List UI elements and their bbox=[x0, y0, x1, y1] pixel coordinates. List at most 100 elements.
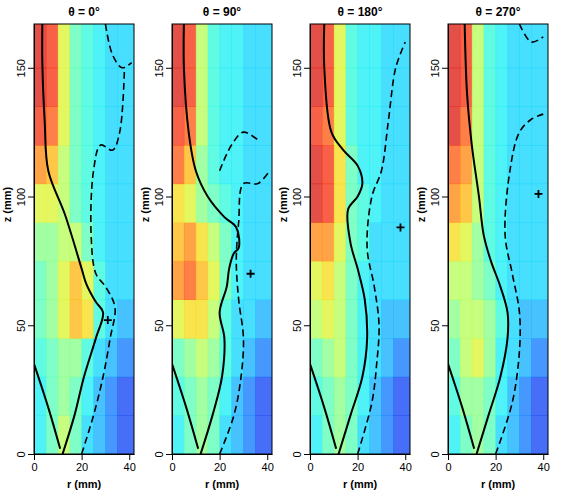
tick-label: 20 bbox=[76, 461, 88, 473]
y-axis-title: z (mm) bbox=[415, 187, 427, 223]
speed-cell bbox=[531, 300, 548, 339]
speed-cell bbox=[448, 106, 460, 145]
speed-cell bbox=[322, 261, 334, 300]
solid-contour bbox=[448, 364, 474, 449]
tick-mark bbox=[166, 68, 172, 69]
plot-frame bbox=[310, 24, 410, 454]
speed-cell bbox=[232, 184, 244, 223]
tick: 150 bbox=[429, 59, 448, 77]
speed-cell bbox=[310, 106, 322, 145]
speed-cell bbox=[346, 300, 358, 339]
plot-background bbox=[310, 24, 410, 454]
speed-cell bbox=[472, 377, 484, 416]
speed-cell bbox=[105, 106, 117, 145]
speed-cell bbox=[370, 24, 382, 68]
speed-cell bbox=[46, 377, 58, 416]
speed-cell bbox=[310, 415, 322, 454]
speed-cell bbox=[196, 300, 208, 339]
speed-cell bbox=[460, 377, 472, 416]
speed-cell bbox=[208, 222, 220, 261]
panel: 02040050100150r (mm)z (mm)θ = 0° bbox=[1, 5, 136, 490]
speed-cell bbox=[310, 68, 322, 107]
vortex-center bbox=[247, 270, 255, 278]
speed-cell bbox=[208, 184, 220, 223]
speed-cell bbox=[46, 300, 58, 339]
plot-background bbox=[34, 24, 134, 454]
speed-cell bbox=[172, 300, 184, 339]
speed-cell bbox=[393, 145, 410, 184]
speed-cell bbox=[358, 377, 370, 416]
speed-cell bbox=[460, 338, 472, 377]
speed-cell bbox=[370, 68, 382, 107]
speed-cell bbox=[70, 222, 82, 261]
speed-cell bbox=[196, 24, 208, 68]
speed-cell bbox=[496, 222, 508, 261]
speed-cell bbox=[508, 24, 520, 68]
tick-mark bbox=[28, 454, 34, 455]
speed-cell bbox=[172, 415, 184, 454]
speed-cell bbox=[243, 106, 255, 145]
tick-mark bbox=[166, 325, 172, 326]
speed-cell bbox=[105, 68, 117, 107]
tick-label: 100 bbox=[291, 188, 303, 206]
tick-label: 50 bbox=[15, 320, 27, 332]
speed-cell bbox=[255, 415, 272, 454]
speed-cell bbox=[46, 24, 58, 68]
vortex-center bbox=[396, 223, 404, 231]
speed-cell bbox=[82, 68, 94, 107]
panel: 02040050100150r (mm)z (mm)θ = 270° bbox=[415, 5, 550, 490]
speed-cell bbox=[105, 184, 117, 223]
speed-cell bbox=[46, 222, 58, 261]
speed-cell bbox=[358, 68, 370, 107]
solid-contour bbox=[172, 364, 198, 449]
speed-cell bbox=[310, 261, 322, 300]
speed-cell bbox=[346, 24, 358, 68]
speed-cell bbox=[460, 300, 472, 339]
speed-cell bbox=[208, 415, 220, 454]
speed-cell bbox=[105, 415, 117, 454]
speed-cell bbox=[94, 145, 106, 184]
speed-cell bbox=[519, 338, 531, 377]
speed-cell bbox=[310, 24, 322, 68]
tick: 100 bbox=[15, 188, 34, 206]
speed-cell bbox=[519, 145, 531, 184]
speed-cell bbox=[208, 261, 220, 300]
speed-cell bbox=[172, 106, 184, 145]
speed-cell bbox=[346, 338, 358, 377]
x-axis-title: r (mm) bbox=[67, 478, 102, 490]
panel-title: θ = 0° bbox=[68, 5, 100, 19]
speed-cell bbox=[448, 24, 460, 68]
x-axis-title: r (mm) bbox=[343, 478, 378, 490]
speed-cell bbox=[34, 24, 46, 68]
speed-cell bbox=[46, 106, 58, 145]
speed-cell bbox=[448, 184, 460, 223]
tick-label: 0 bbox=[31, 461, 37, 473]
speed-cell bbox=[370, 338, 382, 377]
tick-label: 0 bbox=[15, 451, 27, 457]
speed-cell bbox=[460, 184, 472, 223]
speed-cell bbox=[531, 106, 548, 145]
speed-cell bbox=[184, 261, 196, 300]
tick: 0 bbox=[31, 454, 37, 473]
speed-cell bbox=[255, 300, 272, 339]
speed-cell bbox=[58, 261, 70, 300]
dashed-contour bbox=[358, 42, 406, 454]
speed-cell bbox=[334, 300, 346, 339]
speed-cell bbox=[346, 415, 358, 454]
speed-cell bbox=[322, 145, 334, 184]
tick-label: 100 bbox=[429, 188, 441, 206]
tick: 20 bbox=[214, 454, 226, 473]
speed-cell bbox=[208, 68, 220, 107]
speed-cell bbox=[508, 338, 520, 377]
speed-cell bbox=[531, 24, 548, 68]
speed-cell bbox=[393, 415, 410, 454]
speed-cell bbox=[70, 145, 82, 184]
speed-cell bbox=[117, 261, 134, 300]
dashed-contour bbox=[496, 114, 544, 454]
tick-mark bbox=[442, 68, 448, 69]
speed-cell bbox=[346, 68, 358, 107]
speed-cell bbox=[172, 261, 184, 300]
speed-cell bbox=[393, 261, 410, 300]
speed-cell bbox=[172, 184, 184, 223]
tick-label: 100 bbox=[153, 188, 165, 206]
